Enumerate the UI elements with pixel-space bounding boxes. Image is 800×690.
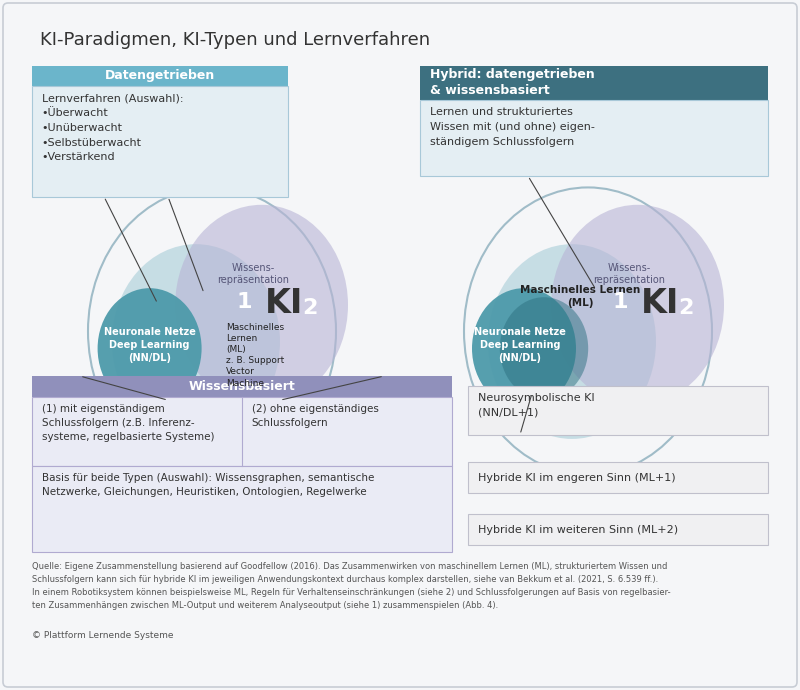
Text: 1: 1 [236, 292, 252, 311]
Text: Basis für beide Typen (Auswahl): Wissensgraphen, semantische
Netzwerke, Gleichun: Basis für beide Typen (Auswahl): Wissens… [42, 473, 374, 497]
Text: Wissensbasiert: Wissensbasiert [189, 380, 295, 393]
FancyBboxPatch shape [420, 66, 768, 100]
FancyBboxPatch shape [32, 466, 452, 552]
Text: Neurosymbolische KI
(NN/DL+1): Neurosymbolische KI (NN/DL+1) [478, 393, 594, 417]
Text: 2: 2 [678, 299, 694, 318]
Text: KI: KI [265, 287, 303, 320]
Text: KI: KI [641, 287, 679, 320]
FancyBboxPatch shape [420, 100, 768, 176]
Text: Wissens-
repräsentation: Wissens- repräsentation [594, 263, 666, 285]
Text: (1) mit eigenständigem
Schlussfolgern (z.B. Inferenz-
systeme, regelbasierte Sys: (1) mit eigenständigem Schlussfolgern (z… [42, 404, 214, 442]
Text: KI-Paradigmen, KI-Typen und Lernverfahren: KI-Paradigmen, KI-Typen und Lernverfahre… [40, 31, 430, 49]
FancyBboxPatch shape [3, 3, 797, 687]
Ellipse shape [98, 288, 202, 408]
FancyBboxPatch shape [32, 397, 452, 466]
Ellipse shape [551, 205, 724, 405]
Ellipse shape [488, 244, 656, 439]
FancyBboxPatch shape [32, 66, 288, 86]
Ellipse shape [500, 297, 588, 400]
Text: Quelle: Eigene Zusammenstellung basierend auf Goodfellow (2016). Das Zusammenwir: Quelle: Eigene Zusammenstellung basieren… [32, 562, 670, 610]
Text: 1: 1 [612, 292, 628, 311]
FancyBboxPatch shape [468, 462, 768, 493]
Ellipse shape [175, 205, 348, 405]
Ellipse shape [112, 244, 280, 439]
Text: Hybrid: datengetrieben
& wissensbasiert: Hybrid: datengetrieben & wissensbasiert [430, 68, 594, 97]
Text: Lernverfahren (Auswahl):
•Überwacht
•Unüberwacht
•Selbstüberwacht
•Verstärkend: Lernverfahren (Auswahl): •Überwacht •Unü… [42, 93, 183, 162]
Text: Lernen und strukturiertes
Wissen mit (und ohne) eigen-
ständigem Schlussfolgern: Lernen und strukturiertes Wissen mit (un… [430, 107, 594, 146]
Text: © Plattform Lernende Systeme: © Plattform Lernende Systeme [32, 631, 174, 640]
Text: Neuronale Netze
Deep Learning
(NN/DL): Neuronale Netze Deep Learning (NN/DL) [474, 327, 566, 363]
Text: 2: 2 [302, 299, 318, 318]
Text: Maschinelles
Lernen
(ML)
z. B. Support
Vector
Machine: Maschinelles Lernen (ML) z. B. Support V… [226, 323, 285, 388]
Text: Maschinelles Lernen
(ML): Maschinelles Lernen (ML) [520, 286, 640, 308]
FancyBboxPatch shape [468, 386, 768, 435]
Text: Datengetrieben: Datengetrieben [105, 70, 215, 82]
FancyBboxPatch shape [32, 376, 452, 397]
Text: Hybride KI im weiteren Sinn (ML+2): Hybride KI im weiteren Sinn (ML+2) [478, 524, 678, 535]
Text: Neuronale Netze
Deep Learning
(NN/DL): Neuronale Netze Deep Learning (NN/DL) [104, 327, 195, 363]
Text: (2) ohne eigenständiges
Schlussfolgern: (2) ohne eigenständiges Schlussfolgern [251, 404, 378, 428]
FancyBboxPatch shape [32, 86, 288, 197]
FancyBboxPatch shape [468, 514, 768, 545]
Text: Wissens-
repräsentation: Wissens- repräsentation [218, 263, 290, 285]
Text: Hybride KI im engeren Sinn (ML+1): Hybride KI im engeren Sinn (ML+1) [478, 473, 675, 483]
Ellipse shape [472, 288, 576, 408]
